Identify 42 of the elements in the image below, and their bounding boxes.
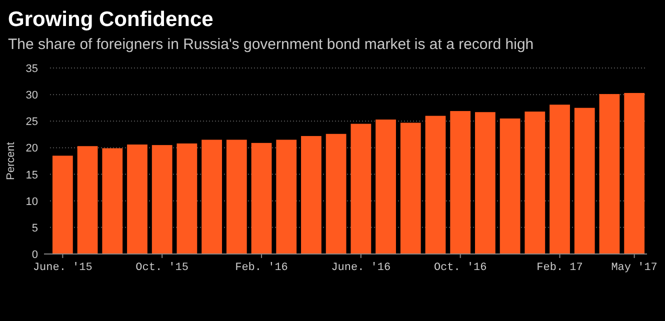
x-tick-label: Feb. 17	[536, 262, 583, 274]
bar	[301, 136, 322, 254]
bar	[152, 145, 172, 254]
bar	[550, 104, 570, 254]
y-tick-label: 30	[26, 90, 38, 102]
bar	[102, 148, 123, 254]
y-tick-label: 20	[26, 142, 38, 155]
y-tick-label: 15	[26, 169, 38, 182]
x-tick-label: June. '16	[331, 262, 391, 274]
bar	[425, 116, 446, 254]
bar	[52, 156, 73, 254]
bar	[276, 140, 297, 254]
bar	[500, 118, 520, 254]
bar	[475, 112, 496, 254]
chart-subtitle: The share of foreigners in Russia's government bond market is at a record high	[8, 36, 534, 53]
bar	[400, 122, 421, 254]
y-axis-title: Percent	[5, 142, 17, 180]
x-tick-label: Feb. '16	[235, 262, 288, 274]
bar	[326, 134, 346, 254]
chart-title: Growing Confidence	[8, 8, 214, 31]
x-tick-label: June. '15	[32, 262, 92, 274]
bar	[251, 142, 272, 254]
bar	[202, 140, 222, 254]
bar	[450, 111, 471, 254]
y-tick-label: 35	[26, 63, 38, 75]
bar	[376, 120, 396, 254]
bar	[599, 94, 620, 254]
bar	[574, 108, 595, 254]
x-tick-label: May '17	[611, 262, 658, 274]
bar	[524, 112, 546, 254]
bar	[176, 143, 198, 254]
y-tick-label: 5	[32, 222, 38, 234]
x-tick-label: Oct. '16	[434, 262, 487, 274]
bar	[226, 140, 247, 254]
bar	[624, 92, 645, 254]
bar	[77, 146, 98, 254]
y-tick-label: 10	[26, 196, 38, 208]
y-tick-label: 0	[32, 249, 38, 261]
bar	[350, 124, 372, 254]
bar	[127, 144, 148, 254]
y-tick-label: 25	[26, 116, 38, 128]
x-tick-label: Oct. '15	[136, 262, 188, 274]
